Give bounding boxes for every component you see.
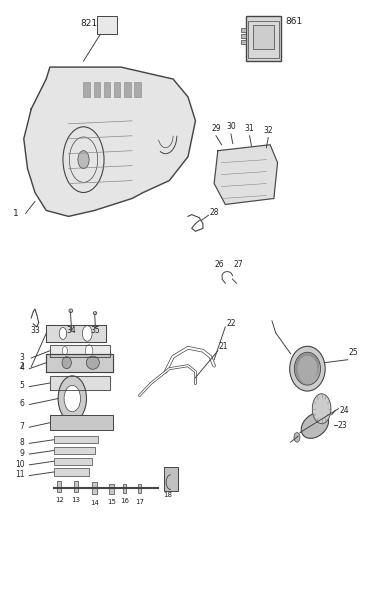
Bar bbox=[97, 16, 117, 34]
Text: 33: 33 bbox=[30, 326, 40, 335]
Circle shape bbox=[294, 433, 300, 442]
Text: 12: 12 bbox=[55, 497, 64, 503]
Text: 10: 10 bbox=[15, 460, 24, 469]
Ellipse shape bbox=[62, 357, 71, 368]
Bar bbox=[74, 481, 78, 492]
Text: 16: 16 bbox=[120, 499, 129, 505]
Text: 861: 861 bbox=[286, 17, 303, 26]
Bar bbox=[241, 40, 246, 44]
Circle shape bbox=[64, 385, 80, 412]
Circle shape bbox=[62, 347, 67, 355]
Ellipse shape bbox=[294, 352, 320, 385]
Text: 35: 35 bbox=[91, 326, 100, 335]
Ellipse shape bbox=[69, 309, 73, 313]
Bar bbox=[50, 415, 113, 430]
Ellipse shape bbox=[301, 413, 329, 439]
Bar bbox=[241, 34, 246, 38]
Bar bbox=[54, 436, 99, 443]
Circle shape bbox=[58, 376, 86, 421]
Bar bbox=[109, 484, 114, 493]
Text: 15: 15 bbox=[107, 499, 116, 505]
Bar bbox=[54, 447, 96, 454]
Bar bbox=[114, 82, 120, 97]
Bar bbox=[54, 469, 89, 476]
Bar bbox=[246, 16, 281, 61]
Bar bbox=[54, 458, 92, 465]
Bar bbox=[104, 82, 111, 97]
Polygon shape bbox=[24, 67, 196, 217]
Text: 11: 11 bbox=[15, 470, 24, 479]
Text: 23: 23 bbox=[337, 421, 347, 430]
Bar bbox=[123, 484, 126, 493]
Circle shape bbox=[312, 394, 331, 424]
Circle shape bbox=[59, 328, 67, 340]
Ellipse shape bbox=[290, 346, 325, 391]
Ellipse shape bbox=[93, 311, 97, 314]
Text: 14: 14 bbox=[90, 500, 99, 506]
Text: 22: 22 bbox=[226, 319, 236, 328]
Bar bbox=[248, 20, 279, 58]
Text: 1: 1 bbox=[14, 209, 19, 218]
Text: 26: 26 bbox=[215, 260, 224, 269]
Bar bbox=[134, 82, 141, 97]
Text: 31: 31 bbox=[245, 124, 255, 133]
Text: 30: 30 bbox=[226, 122, 236, 131]
Text: 6: 6 bbox=[20, 400, 24, 409]
Text: 3: 3 bbox=[20, 353, 24, 362]
Ellipse shape bbox=[86, 356, 99, 369]
Polygon shape bbox=[50, 376, 110, 389]
Bar bbox=[253, 25, 274, 49]
Text: 24: 24 bbox=[339, 406, 349, 415]
Bar bbox=[94, 82, 100, 97]
Bar bbox=[92, 482, 97, 494]
Text: 2: 2 bbox=[20, 362, 24, 371]
Circle shape bbox=[78, 151, 89, 169]
Text: 18: 18 bbox=[163, 492, 172, 498]
Polygon shape bbox=[46, 325, 106, 342]
Text: 4: 4 bbox=[20, 364, 24, 373]
Bar bbox=[124, 82, 130, 97]
Circle shape bbox=[82, 326, 92, 341]
Text: 32: 32 bbox=[264, 126, 273, 135]
Bar bbox=[58, 481, 61, 492]
Bar bbox=[164, 467, 178, 491]
Text: 7: 7 bbox=[20, 422, 24, 431]
Bar bbox=[138, 484, 141, 493]
Text: 21: 21 bbox=[219, 342, 229, 351]
Text: 29: 29 bbox=[211, 124, 221, 133]
Text: 9: 9 bbox=[20, 449, 24, 458]
Text: 5: 5 bbox=[20, 382, 24, 391]
Text: 27: 27 bbox=[233, 260, 243, 269]
Text: 17: 17 bbox=[135, 499, 144, 505]
Circle shape bbox=[85, 345, 93, 357]
Text: 821: 821 bbox=[80, 19, 98, 28]
Polygon shape bbox=[50, 345, 110, 357]
Text: 28: 28 bbox=[210, 208, 219, 217]
Bar bbox=[241, 28, 246, 32]
Polygon shape bbox=[46, 354, 113, 371]
Text: 34: 34 bbox=[66, 326, 76, 335]
Bar bbox=[83, 82, 90, 97]
Polygon shape bbox=[214, 145, 277, 205]
Text: 8: 8 bbox=[20, 438, 24, 447]
Text: 13: 13 bbox=[71, 497, 80, 503]
Text: 25: 25 bbox=[349, 348, 358, 357]
